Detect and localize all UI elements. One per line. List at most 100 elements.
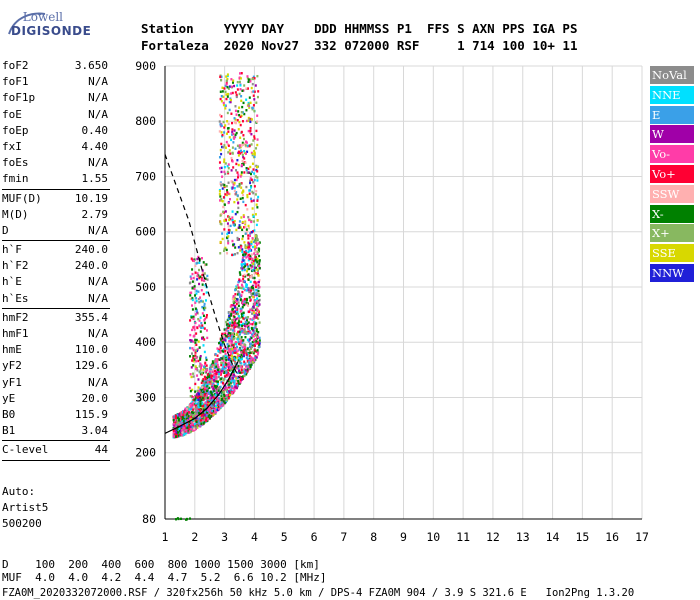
legend-item-nnw: NNW [650,263,694,282]
echo-point [224,361,227,365]
echo-point [204,283,207,287]
echo-point [242,253,245,257]
echo-point [196,426,199,429]
echo-point [252,77,255,81]
echo-point [227,181,230,184]
echo-point [227,317,230,321]
echo-point [252,305,255,308]
echo-point [218,341,221,345]
echo-point [192,348,195,352]
echo-point [229,350,232,353]
echo-point [239,286,242,290]
echo-point [252,262,255,265]
echo-point [239,323,242,327]
echo-point [227,374,230,377]
echo-point [202,412,205,415]
echo-point [221,357,224,360]
param-name: foEp [2,123,29,137]
echo-point [255,340,258,343]
station-header: Station YYYY DAY DDD HHMMSS P1 FFS S AXN… [141,20,578,54]
echo-point [242,312,245,316]
echo-point [208,386,211,390]
echo-point [236,316,239,320]
param-value: 10.19 [74,191,108,205]
echo-point [232,132,235,136]
echo-point [227,358,230,361]
echo-point [231,151,234,155]
echo-point [203,338,206,341]
echo-point [191,400,194,404]
echo-point [223,131,226,134]
echo-point [185,417,188,420]
echo-point [199,362,202,366]
echo-point [254,285,257,289]
echo-point [199,399,202,403]
echo-point [182,427,185,430]
echo-point [219,195,222,198]
echo-point [229,344,232,347]
echo-point [234,133,237,137]
echo-point [233,380,236,383]
echo-point [226,325,229,328]
x-tick-label: 1 [162,530,169,544]
echo-point [202,292,205,296]
echo-point [247,244,250,247]
echo-point [211,374,214,378]
echo-point [251,307,254,310]
echo-point [253,135,256,138]
echo-point [236,80,239,84]
x-tick-label: 12 [486,530,500,544]
echo-point [221,342,224,345]
echo-point [253,98,256,101]
echo-point [240,351,243,354]
echo-point [237,206,240,210]
echo-point [256,297,259,300]
echo-point [195,289,198,293]
echo-point [250,220,253,224]
echo-point [257,274,260,277]
echo-point [227,337,230,340]
echo-point [190,352,193,355]
echo-point [189,338,192,342]
echo-point [224,394,227,397]
echo-point [200,398,203,402]
echo-point [255,101,258,104]
echo-point [208,379,211,383]
echo-point [198,422,201,425]
echo-point [253,269,256,272]
echo-point [233,329,236,333]
echo-point [209,372,212,376]
echo-point [247,129,250,133]
echo-point [248,144,251,148]
echo-point [251,357,254,360]
echo-point [232,322,235,325]
echo-point [236,338,239,341]
echo-point [245,98,248,101]
echo-point [249,177,252,180]
echo-point [220,75,223,78]
auto-block: Auto: Artist5 500200 [2,484,48,532]
profile-curve [164,361,239,434]
echo-point [256,143,259,147]
echo-point [241,268,244,272]
echo-point [242,190,245,193]
echo-point [245,321,248,324]
echo-point [254,253,257,257]
echo-point [194,264,197,268]
echo-point [206,373,209,376]
echo-point [247,327,250,330]
echo-point [235,343,238,346]
echo-point [254,248,257,251]
echo-point [178,423,181,426]
echo-point [223,346,226,349]
echo-point [247,288,250,292]
echo-point [193,325,196,329]
echo-point [253,109,256,113]
echo-point [201,271,204,275]
echo-point [216,408,219,412]
echo-point [247,234,250,237]
echo-point [210,393,213,397]
echo-point [226,95,229,98]
echo-point [194,404,197,407]
echo-point [230,314,233,317]
